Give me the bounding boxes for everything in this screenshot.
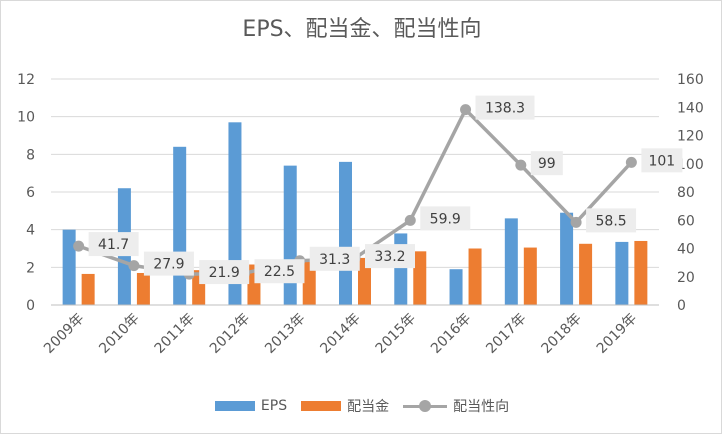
x-tick-label: 2012年 (207, 311, 253, 357)
x-tick-label: 2018年 (539, 311, 585, 357)
y-right-tick-label: 80 (677, 185, 695, 201)
y-left-tick-label: 2 (26, 260, 35, 276)
legend-item-payout-ratio: 配当性向 (403, 396, 509, 416)
payout-ratio-data-label: 22.5 (264, 264, 295, 280)
payout-ratio-point (515, 159, 527, 171)
x-tick-label: 2016年 (428, 311, 474, 357)
dividend-bar (413, 251, 427, 305)
data-label-box (309, 246, 360, 271)
payout-ratio-point (128, 260, 140, 272)
dividend-bar (358, 257, 371, 305)
payout-ratio-data-label: 21.9 (209, 265, 240, 281)
payout-ratio-point (570, 216, 582, 228)
payout-ratio-point (460, 104, 472, 116)
chart-title: EPS、配当金、配当性向 (242, 17, 482, 42)
eps-bar (449, 269, 463, 305)
legend-swatch-eps (214, 401, 255, 411)
x-tick-label: 2017年 (483, 311, 529, 357)
payout-ratio-point (625, 156, 637, 168)
y-left-tick-label: 6 (26, 185, 35, 201)
y-left-tick-label: 0 (26, 298, 35, 314)
data-label-box (641, 148, 683, 173)
y-left-tick-label: 4 (26, 223, 35, 239)
legend-label-eps: EPS (260, 398, 288, 414)
legend-item-eps: EPS (214, 396, 288, 416)
legend-swatch-payout-ratio (403, 400, 448, 412)
eps-bar (339, 161, 352, 305)
dividend-bar (136, 272, 150, 305)
data-label-box (88, 232, 139, 257)
x-tick-label: 2015年 (373, 311, 419, 357)
dividend-bar (523, 247, 537, 305)
payout-ratio-data-label: 31.3 (319, 252, 350, 268)
eps-bar (228, 122, 242, 305)
x-tick-label: 2019年 (594, 311, 640, 357)
payout-ratio-data-label: 59.9 (430, 211, 461, 227)
x-tick-label: 2011年 (152, 311, 198, 357)
y-left-tick-label: 12 (17, 72, 35, 88)
dividend-bar (302, 261, 316, 305)
payout-ratio-data-label: 101 (648, 153, 675, 169)
payout-ratio-data-label: 99 (538, 156, 556, 172)
y-right-tick-label: 20 (677, 270, 695, 286)
x-tick-label: 2009年 (41, 311, 87, 357)
x-tick-label: 2013年 (262, 311, 308, 357)
payout-ratio-data-label: 33.2 (374, 249, 405, 265)
legend-swatch-dividend (301, 401, 342, 411)
data-label-box (365, 244, 415, 269)
payout-ratio-data-label: 58.5 (596, 213, 627, 229)
legend-item-dividend: 配当金 (301, 396, 389, 416)
y-right-tick-label: 40 (677, 242, 695, 258)
y-left-tick-label: 8 (26, 147, 35, 163)
dividend-bar (634, 240, 648, 305)
y-right-tick-label: 60 (677, 213, 695, 229)
payout-ratio-data-label: 138.3 (485, 101, 525, 117)
dividend-bar (468, 248, 482, 305)
dividend-bar (579, 243, 593, 305)
data-label-box (586, 208, 637, 233)
eps-bar (560, 212, 574, 305)
eps-bar (504, 218, 518, 305)
data-label-box (254, 259, 305, 284)
data-label-box (199, 260, 250, 285)
eps-bar (62, 229, 76, 305)
y-left-tick-label: 10 (17, 110, 35, 126)
eps-bar (283, 165, 297, 305)
eps-bar (615, 241, 629, 305)
x-tick-label: 2010年 (96, 311, 142, 357)
payout-ratio-point (404, 214, 416, 226)
data-label-box (475, 95, 535, 120)
legend: EPS 配当金 配当性向 (1, 396, 722, 416)
y-right-tick-label: 140 (677, 100, 704, 116)
legend-label-payout-ratio: 配当性向 (453, 399, 510, 415)
x-tick-label: 2014年 (317, 311, 363, 357)
data-label-box (143, 251, 194, 276)
data-label-box (420, 206, 471, 231)
payout-ratio-data-label: 41.7 (98, 237, 129, 253)
y-right-tick-label: 0 (677, 298, 686, 314)
y-right-tick-label: 120 (677, 129, 704, 145)
payout-ratio-point (73, 240, 85, 252)
eps-bar (173, 146, 187, 305)
y-right-tick-label: 100 (677, 157, 704, 173)
legend-label-dividend: 配当金 (347, 399, 390, 415)
data-label-box (530, 151, 563, 176)
payout-ratio-data-label: 27.9 (153, 257, 184, 273)
y-right-tick-label: 160 (677, 72, 704, 88)
dividend-bar (81, 273, 95, 305)
